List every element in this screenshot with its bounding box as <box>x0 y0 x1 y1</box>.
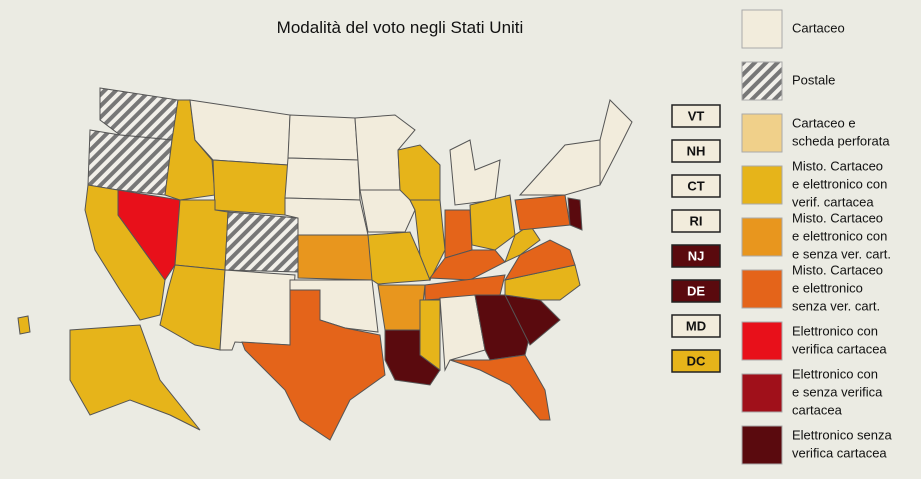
state <box>504 224 541 263</box>
state <box>174 199 229 271</box>
state <box>219 269 296 351</box>
legend-swatch <box>741 61 783 101</box>
state <box>567 197 583 231</box>
state <box>449 139 501 206</box>
small-state-box <box>671 104 721 128</box>
small-state-box <box>671 139 721 163</box>
state <box>469 194 516 251</box>
legend-label: e elettronico con <box>792 228 887 243</box>
state <box>117 189 181 281</box>
state <box>287 114 359 161</box>
small-state-box <box>671 174 721 198</box>
state <box>419 299 441 371</box>
legend-swatch <box>741 321 783 361</box>
state <box>284 157 361 201</box>
legend-label: Cartaceo e <box>792 115 856 130</box>
small-state-box <box>671 314 721 338</box>
legend-label: Postale <box>792 72 835 87</box>
state <box>297 234 373 281</box>
state <box>212 159 289 216</box>
small-state-box <box>671 279 721 303</box>
legend-label: e elettronico con <box>792 176 887 191</box>
us-map <box>17 87 633 441</box>
legend-label: verifica cartacea <box>792 445 887 460</box>
legend-label: scheda perforata <box>792 133 890 148</box>
small-state-label: NJ <box>688 248 705 263</box>
legend-label: Elettronico con <box>792 323 878 338</box>
small-state-label: RI <box>690 213 703 228</box>
state <box>514 194 571 231</box>
legend-label: e senza ver. cart. <box>792 246 891 261</box>
map-title: Modalità del voto negli Stati Uniti <box>277 18 524 37</box>
state <box>69 324 201 431</box>
legend-label: Elettronico con <box>792 366 878 381</box>
small-state-box <box>671 209 721 233</box>
state <box>599 99 633 186</box>
state <box>377 284 426 331</box>
legend-label: Cartaceo <box>792 20 845 35</box>
small-state-label: NH <box>687 143 706 158</box>
state <box>87 129 173 196</box>
legend-label: Elettronico senza <box>792 427 892 442</box>
small-state-label: VT <box>688 108 705 123</box>
legend-label: Misto. Cartaceo <box>792 210 883 225</box>
small-state-boxes: VT NH CT RI NJ DE MD DC <box>671 104 721 373</box>
legend: Cartaceo Postale Cartaceo e scheda perforat… <box>741 9 892 465</box>
small-state-box <box>671 244 721 268</box>
legend-swatch <box>741 165 783 205</box>
state <box>224 211 299 273</box>
small-state-label: MD <box>686 318 706 333</box>
legend-label: verifica cartacea <box>792 341 887 356</box>
state <box>449 354 551 421</box>
state <box>409 199 446 282</box>
legend-swatch <box>741 269 783 309</box>
legend-label: cartacea <box>792 402 843 417</box>
legend-label: senza ver. cart. <box>792 298 880 313</box>
legend-label: verif. cartacea <box>792 194 874 209</box>
state <box>359 189 416 233</box>
state <box>439 294 486 372</box>
state <box>17 315 31 335</box>
legend-swatch <box>741 217 783 257</box>
small-state-label: DE <box>687 283 705 298</box>
legend-label: Misto. Cartaceo <box>792 262 883 277</box>
state <box>503 239 576 281</box>
small-state-label: DC <box>687 353 706 368</box>
legend-swatch <box>741 425 783 465</box>
small-state-label: CT <box>687 178 704 193</box>
state <box>241 289 386 441</box>
legend-label: e senza verifica <box>792 384 883 399</box>
legend-swatch <box>741 373 783 413</box>
legend-swatch <box>741 113 783 153</box>
legend-label: Misto. Cartaceo <box>792 158 883 173</box>
small-state-box <box>671 349 721 373</box>
legend-label: e elettronico <box>792 280 863 295</box>
legend-swatch <box>741 9 783 49</box>
